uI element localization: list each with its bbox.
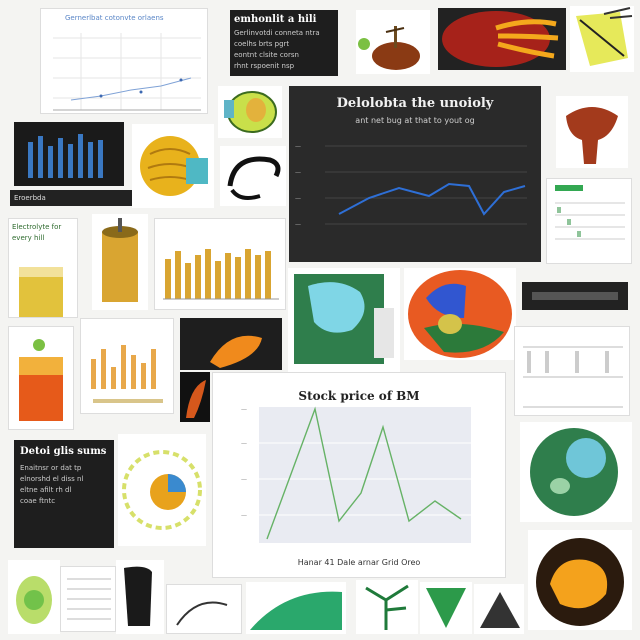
globe-tile (520, 422, 632, 522)
tile-line: elnorshd el diss nl (20, 475, 84, 483)
leaf-shape-illustration (426, 588, 466, 628)
tile-line: rhnt rspoenit nsp (234, 62, 295, 70)
wave-illustration (250, 591, 342, 630)
dark-text-tile-left: Detoi glis sums Enaitnsr or dat tp elnor… (14, 440, 114, 548)
stomach-illustration (566, 107, 618, 164)
plant-tile (356, 580, 418, 634)
gold-bar-chart-tile (154, 218, 286, 310)
sketch-illustration (176, 601, 228, 626)
svg-text:—: — (295, 143, 301, 150)
svg-text:—: — (241, 512, 247, 519)
acorn-illustration (358, 26, 420, 70)
dark-line-chart-tile: Delolobta the unoioly ant net bug at tha… (289, 86, 541, 262)
green-shape-tile (420, 582, 472, 634)
green-blob-illustration (16, 576, 52, 624)
svg-text:—: — (295, 221, 301, 228)
tile-caption: Gernerlbat cotonvte orlaens (65, 14, 164, 22)
dark-tile-caption-band: Eroerbda (10, 190, 138, 206)
circle-diagram-tile (118, 434, 206, 546)
leaf-illustration (576, 7, 633, 66)
seed-illustration-tile (356, 10, 430, 74)
dark-bar-chart (28, 134, 103, 178)
geology-illustration (408, 270, 512, 358)
tile-title: Detoi glis sums (20, 446, 107, 457)
fire-tile (180, 372, 210, 422)
triangle-illustration (480, 592, 520, 628)
triangle-tile (474, 584, 524, 634)
stock-line-chart: — — — — (241, 406, 471, 543)
green-wave-tile (246, 582, 346, 634)
tile-line: coelhs brts pgrt (234, 40, 290, 48)
landscape-illustration (294, 274, 394, 364)
cell-illustration (224, 91, 277, 133)
gold-cylinder-tile (92, 214, 148, 310)
ring-illustration (227, 156, 281, 200)
orange-blob-illustration (536, 538, 624, 626)
svg-text:—: — (241, 406, 247, 413)
orange-blob-tile (528, 530, 632, 630)
black-object-tile (116, 560, 164, 634)
organ-illustration (442, 11, 559, 67)
beaker-tile: Electrolyte for every hill (8, 218, 78, 318)
grey-panel-tile (514, 326, 630, 416)
tile-line: Enaitnsr or dat tp (20, 464, 82, 472)
beaker-illustration (19, 267, 63, 317)
green-blob-tile (8, 560, 60, 634)
svg-text:—: — (241, 476, 247, 483)
chart-title: Stock price of BM (298, 389, 420, 403)
flame-illustration (186, 380, 206, 418)
leaf-illustration-tile (570, 6, 634, 72)
tile-line: Gerlinvotdi conneta ntra (234, 29, 320, 37)
tile-line: coae ftntc (20, 497, 56, 505)
tile-line: eontnt clsite corsn (234, 51, 299, 59)
banner-graphic (532, 292, 618, 300)
gold-bar-chart (163, 249, 279, 300)
cell-diagram-tile (218, 86, 282, 138)
dark-bar-tile (14, 122, 124, 186)
svg-text:—: — (295, 195, 301, 202)
boot-illustration (124, 566, 152, 626)
table-illustration (555, 185, 625, 240)
dark-line-chart: — — — — (295, 143, 527, 228)
tile-title: emhonlit a hili (234, 14, 317, 25)
dark-text-tile-top: emhonlit a hili Gerlinvotdi conneta ntra… (230, 10, 338, 76)
sketch-tile (166, 584, 242, 634)
orange-bar-chart-tile (80, 318, 174, 414)
cylinder-illustration (102, 218, 138, 302)
tongue-illustration-tile (438, 8, 566, 70)
geology-tile (404, 268, 516, 360)
caption-text: Eroerbda (14, 194, 46, 202)
stock-line-chart-tile: Stock price of BM — — — — Hanar 41 Dale arn… (212, 372, 506, 578)
lamp-tile (180, 318, 282, 370)
swamp-map-tile (288, 268, 400, 374)
line-chart-tile-top-left: Gernerlbat cotonvte orlaens (40, 8, 208, 114)
dark-banner-tile (522, 282, 628, 310)
beaker-illustration (19, 339, 63, 421)
panel-graphic (523, 346, 623, 408)
svg-text:—: — (295, 169, 301, 176)
brain-illustration-tile (132, 124, 214, 208)
organ-red-tile (556, 96, 628, 168)
orange-bar-chart (91, 345, 163, 403)
brain-illustration (140, 136, 208, 196)
ring-diagram (122, 450, 202, 530)
green-table-tile (546, 178, 632, 264)
grid-line-chart (53, 33, 201, 111)
chart-xlabel: Hanar 41 Dale arnar Grid Oreo (297, 558, 421, 567)
tile-line: eltne afilt rh dl (20, 486, 72, 494)
orange-beaker-tile (8, 326, 74, 430)
tile-caption: Electrolyte for every hill (12, 223, 62, 242)
svg-text:—: — (241, 440, 247, 447)
globe-illustration (530, 428, 618, 516)
text-doc-tile (60, 566, 116, 632)
doc-lines (67, 578, 111, 620)
plant-illustration (365, 584, 409, 630)
chart-subtitle: ant net bug at that to yout og (355, 116, 475, 125)
chart-title: Delolobta the unoioly (336, 96, 494, 111)
bracelet-illustration-tile (220, 146, 286, 206)
lamp-illustration (210, 335, 262, 368)
